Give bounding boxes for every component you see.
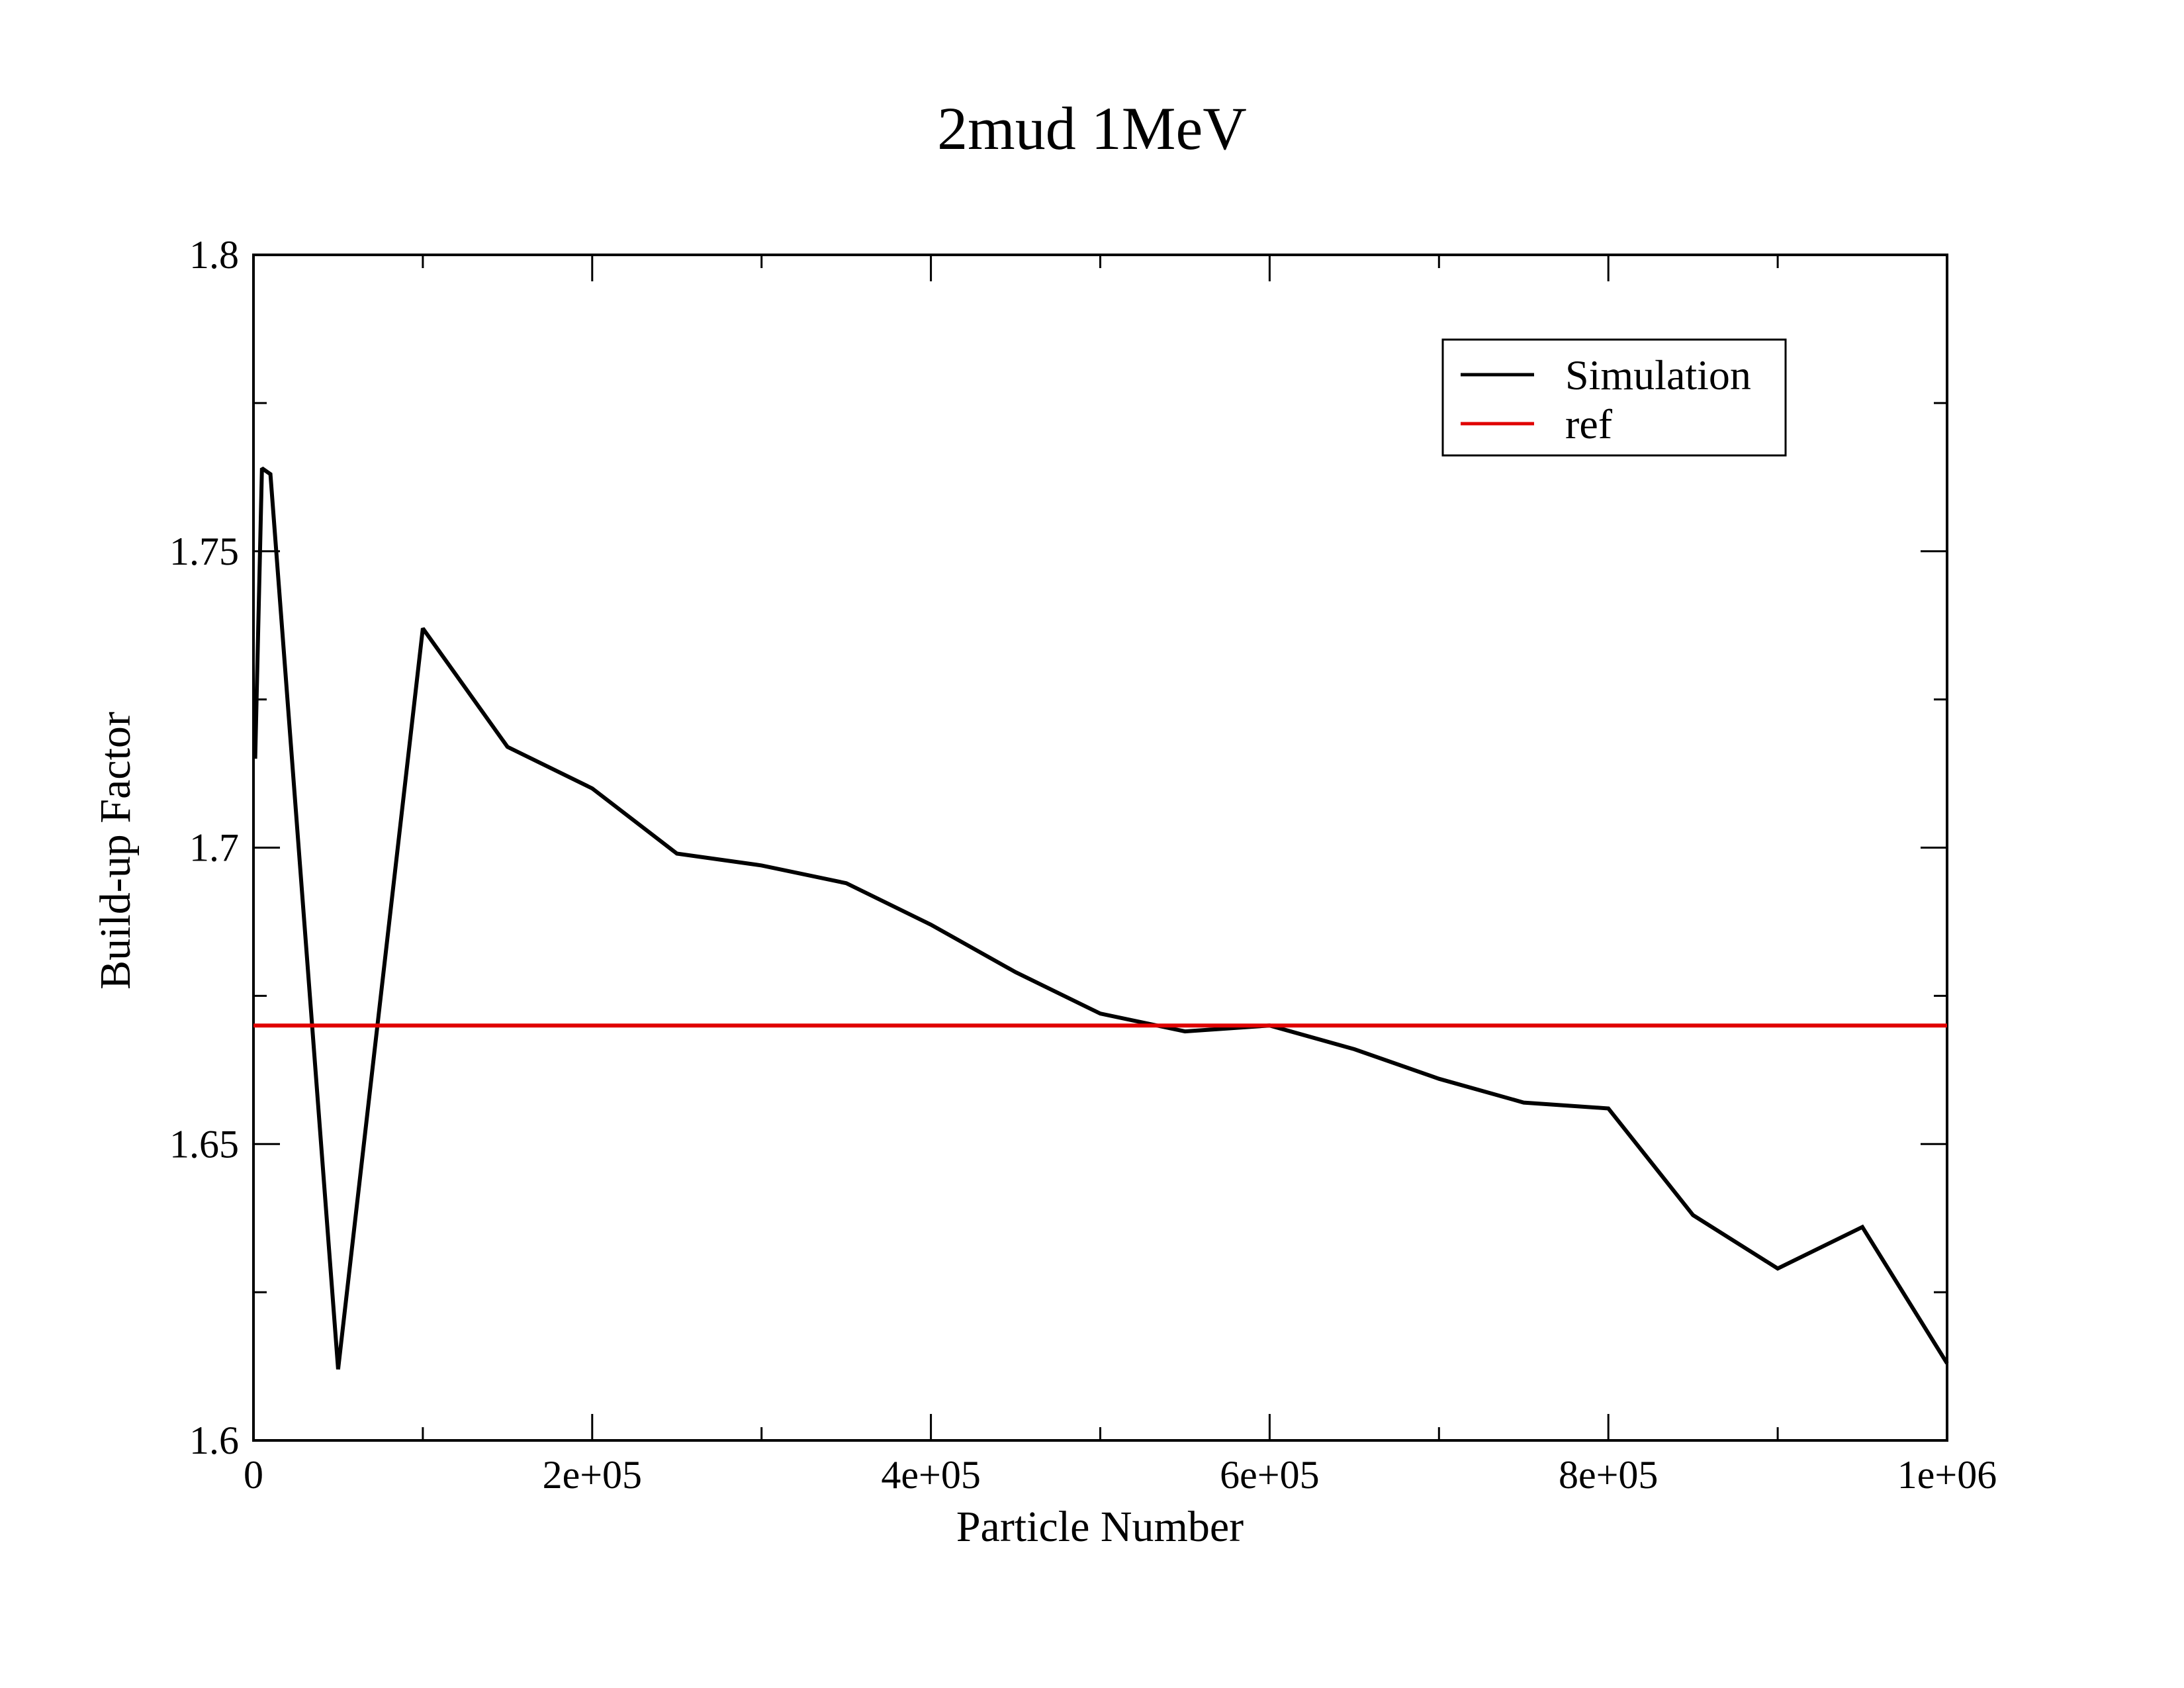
y-axis-label: Build-up Factor	[91, 712, 140, 990]
series-line-simulation	[253, 466, 1949, 1370]
x-axis-label: Particle Number	[956, 1503, 1244, 1551]
x-tick-label: 8e+05	[1559, 1453, 1658, 1497]
y-tick-label: 1.65	[169, 1122, 239, 1166]
x-tick-label: 4e+05	[881, 1453, 980, 1497]
x-tick-label: 6e+05	[1220, 1453, 1319, 1497]
x-tick-label: 1e+06	[1897, 1453, 1997, 1497]
y-tick-label: 1.7	[189, 826, 239, 870]
chart-title: 2mud 1MeV	[937, 95, 1247, 162]
tick-labels: 0 2e+05 4e+05 6e+05 8e+05 1e+06 1.6 1.65 1.7 1.75…	[169, 233, 1997, 1497]
y-tick-label: 1.6	[189, 1419, 239, 1462]
series-layer	[253, 466, 1949, 1370]
legend: Simulation ref	[1441, 338, 1787, 457]
legend-label-ref: ref	[1565, 400, 1613, 447]
axis-ticks	[252, 254, 1948, 1442]
y-tick-label: 1.75	[169, 530, 239, 573]
legend-box	[1441, 338, 1787, 457]
y-tick-label: 1.8	[189, 233, 239, 277]
x-tick-label: 2e+05	[543, 1453, 642, 1497]
x-tick-label: 0	[244, 1453, 263, 1497]
legend-label-simulation: Simulation	[1565, 352, 1751, 399]
